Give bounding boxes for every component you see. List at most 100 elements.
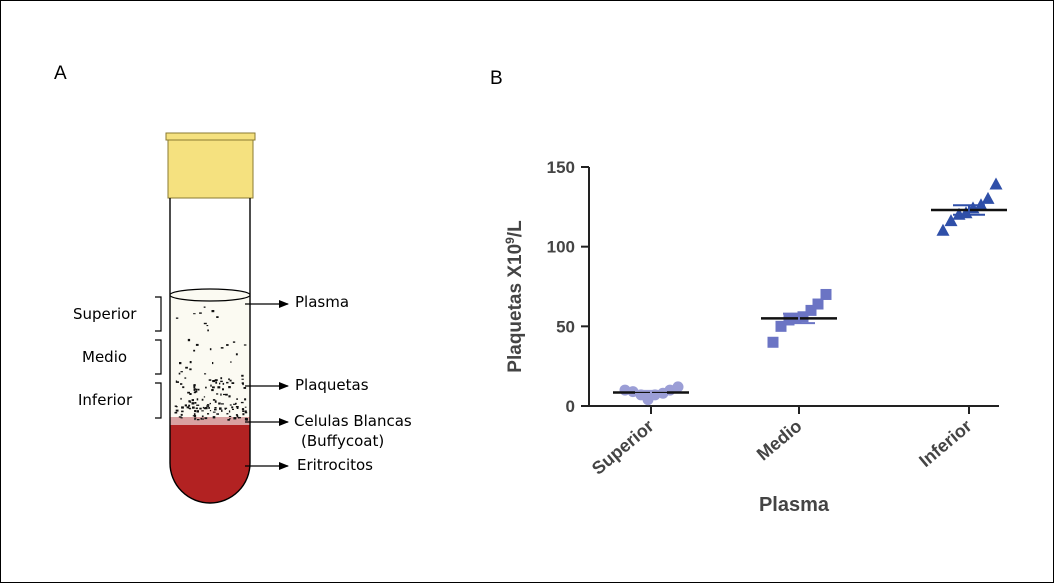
platelet-dot	[194, 390, 197, 392]
platelet-dot	[207, 413, 210, 415]
plasma-layer	[170, 295, 250, 421]
platelet-dot	[208, 379, 212, 381]
platelet-dot	[186, 406, 189, 409]
platelet-dot	[205, 407, 208, 410]
platelet-dot	[235, 402, 237, 405]
platelet-dot	[220, 393, 222, 396]
platelet-dot	[179, 362, 182, 365]
platelet-dot	[216, 393, 219, 395]
point-medio	[812, 298, 824, 310]
platelet-dot	[235, 414, 238, 416]
platelet-dot	[189, 361, 192, 364]
platelet-dot	[220, 377, 223, 380]
platelet-dot	[175, 317, 179, 319]
platelet-dot	[244, 411, 248, 414]
platelet-dot	[209, 402, 211, 405]
platelet-dot	[215, 381, 218, 384]
platelet-dot	[192, 406, 195, 409]
platelet-dot	[193, 413, 196, 416]
point-superior	[672, 381, 684, 393]
platelet-dot	[193, 313, 196, 315]
platelet-dot	[212, 380, 216, 383]
y-tick-label: 0	[566, 397, 575, 416]
platelet-dot	[242, 413, 245, 416]
platelet-dot	[195, 407, 198, 410]
platelet-dot	[194, 410, 197, 413]
buffy-coat-layer	[170, 417, 250, 426]
platelet-dot	[227, 419, 230, 421]
platelet-dot	[222, 388, 224, 391]
platelet-dot	[193, 391, 196, 394]
platelet-dot	[221, 403, 224, 405]
platelet-dot	[209, 410, 212, 412]
platelet-dot	[196, 410, 199, 413]
platelet-dot	[224, 407, 228, 409]
platelet-dot	[233, 417, 237, 420]
platelet-dot	[220, 380, 223, 383]
platelet-dot	[214, 408, 217, 411]
platelet-dot	[175, 380, 178, 383]
platelet-dot	[185, 366, 188, 369]
panel-a-label: A	[54, 63, 67, 84]
platelet-dot	[237, 406, 239, 409]
platelet-dot	[178, 372, 181, 375]
bracket-inferior	[155, 382, 162, 419]
platelet-dot	[223, 393, 226, 396]
platelet-dot	[211, 389, 214, 392]
platelet-dot	[184, 404, 187, 407]
platelet-dot	[189, 408, 192, 410]
platelet-dot	[204, 417, 208, 420]
platelet-dot	[214, 400, 217, 403]
platelet-dot	[195, 343, 199, 346]
platelet-dot	[242, 382, 244, 386]
platelet-dot	[187, 338, 191, 342]
platelet-dot	[187, 391, 190, 394]
platelet-dot	[196, 398, 199, 401]
platelet-dot	[226, 381, 229, 384]
platelet-dot	[243, 387, 247, 389]
chart-marks	[613, 177, 1007, 406]
platelet-dot	[216, 413, 219, 415]
chart-labels: 0 50 100 150 Superior Medio Inferior Plasma Plaq…	[503, 158, 976, 516]
component-label-buffycoat: (Buffycoat)	[301, 432, 385, 450]
platelet-dot	[229, 418, 231, 420]
platelet-dot	[193, 389, 196, 391]
platelet-dot	[244, 410, 247, 412]
tube-cap	[165, 132, 256, 199]
x-tick-label-superior: Superior	[588, 416, 658, 479]
platelet-dot	[216, 316, 219, 318]
platelet-dot	[178, 416, 182, 418]
platelet-dot	[189, 368, 192, 371]
platelet-dot	[181, 410, 184, 413]
platelet-dot	[231, 382, 235, 384]
platelet-dot	[233, 403, 236, 405]
platelet-dot	[239, 417, 241, 419]
platelet-dot	[182, 386, 185, 389]
platelet-dot	[174, 405, 177, 407]
platelet-dot	[180, 383, 183, 385]
platelet-dot	[196, 404, 200, 406]
platelet-dot	[193, 385, 196, 389]
platelet-dot	[196, 390, 198, 393]
y-tick-label: 50	[556, 317, 575, 336]
platelet-dot	[180, 371, 183, 373]
point-medio	[797, 311, 809, 323]
platelet-dot	[212, 386, 215, 389]
platelet-dot	[212, 399, 216, 401]
platelet-dot	[189, 401, 192, 403]
point-medio	[783, 314, 795, 326]
point-inferior	[981, 191, 995, 204]
platelet-dot	[236, 415, 239, 418]
platelet-dot	[199, 407, 202, 410]
platelet-dot	[193, 384, 196, 386]
platelet-dot	[193, 349, 196, 352]
platelet-dot	[222, 382, 225, 385]
platelet-dot	[244, 418, 248, 421]
platelet-dot	[201, 410, 204, 412]
platelet-dot	[241, 408, 245, 411]
platelet-dot	[209, 348, 212, 351]
y-tick-label: 150	[547, 158, 575, 177]
platelet-dot	[196, 419, 200, 421]
y-axis-title: Plaquetas X109/L	[503, 220, 526, 373]
tube-contents	[170, 295, 250, 503]
